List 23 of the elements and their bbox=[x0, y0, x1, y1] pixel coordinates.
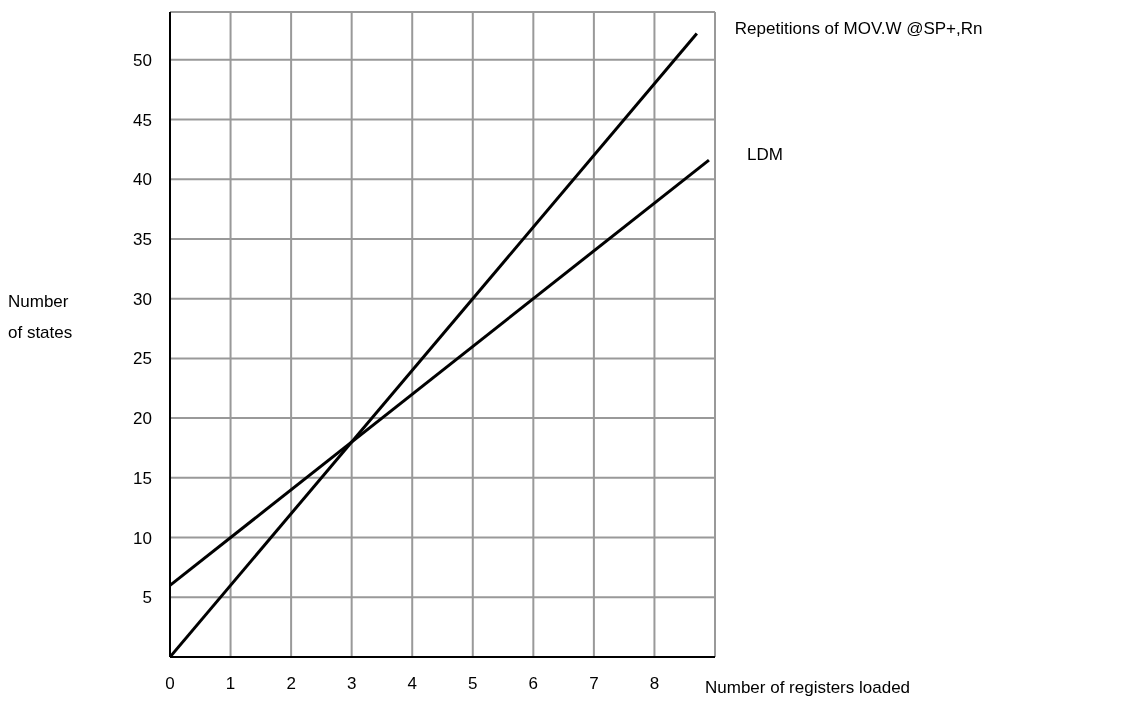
x-tick-label: 8 bbox=[649, 674, 660, 694]
y-tick-label: 30 bbox=[133, 289, 152, 309]
text: LDM bbox=[746, 145, 783, 165]
y-tick-label: 45 bbox=[133, 110, 152, 130]
y-axis-title: Number of states bbox=[8, 292, 73, 342]
x-tick-label: 5 bbox=[468, 674, 478, 694]
x-tick-label: 4 bbox=[407, 674, 417, 694]
y-tick-label: 20 bbox=[133, 409, 152, 429]
x-tick-label: 1 bbox=[225, 674, 236, 694]
x-tick-label: 7 bbox=[589, 674, 599, 694]
y-tick-label: 35 bbox=[133, 229, 152, 249]
y-tick-label: 40 bbox=[133, 170, 152, 190]
x-axis-title: Number of registers loaded bbox=[705, 678, 911, 697]
y-tick-label: 5 bbox=[142, 588, 152, 608]
y-tick-label: 15 bbox=[133, 468, 152, 488]
text: Repetitions of MOV.W @SP+,Rn bbox=[734, 18, 983, 38]
x-tick-label: 6 bbox=[528, 674, 539, 694]
y-tick-label: 50 bbox=[133, 50, 152, 70]
y-tick-label: 10 bbox=[133, 528, 152, 548]
x-tick-label: 0 bbox=[165, 674, 175, 694]
x-tick-label: 3 bbox=[346, 674, 357, 694]
x-tick-label: 2 bbox=[286, 674, 296, 694]
y-tick-label: 25 bbox=[133, 349, 152, 369]
